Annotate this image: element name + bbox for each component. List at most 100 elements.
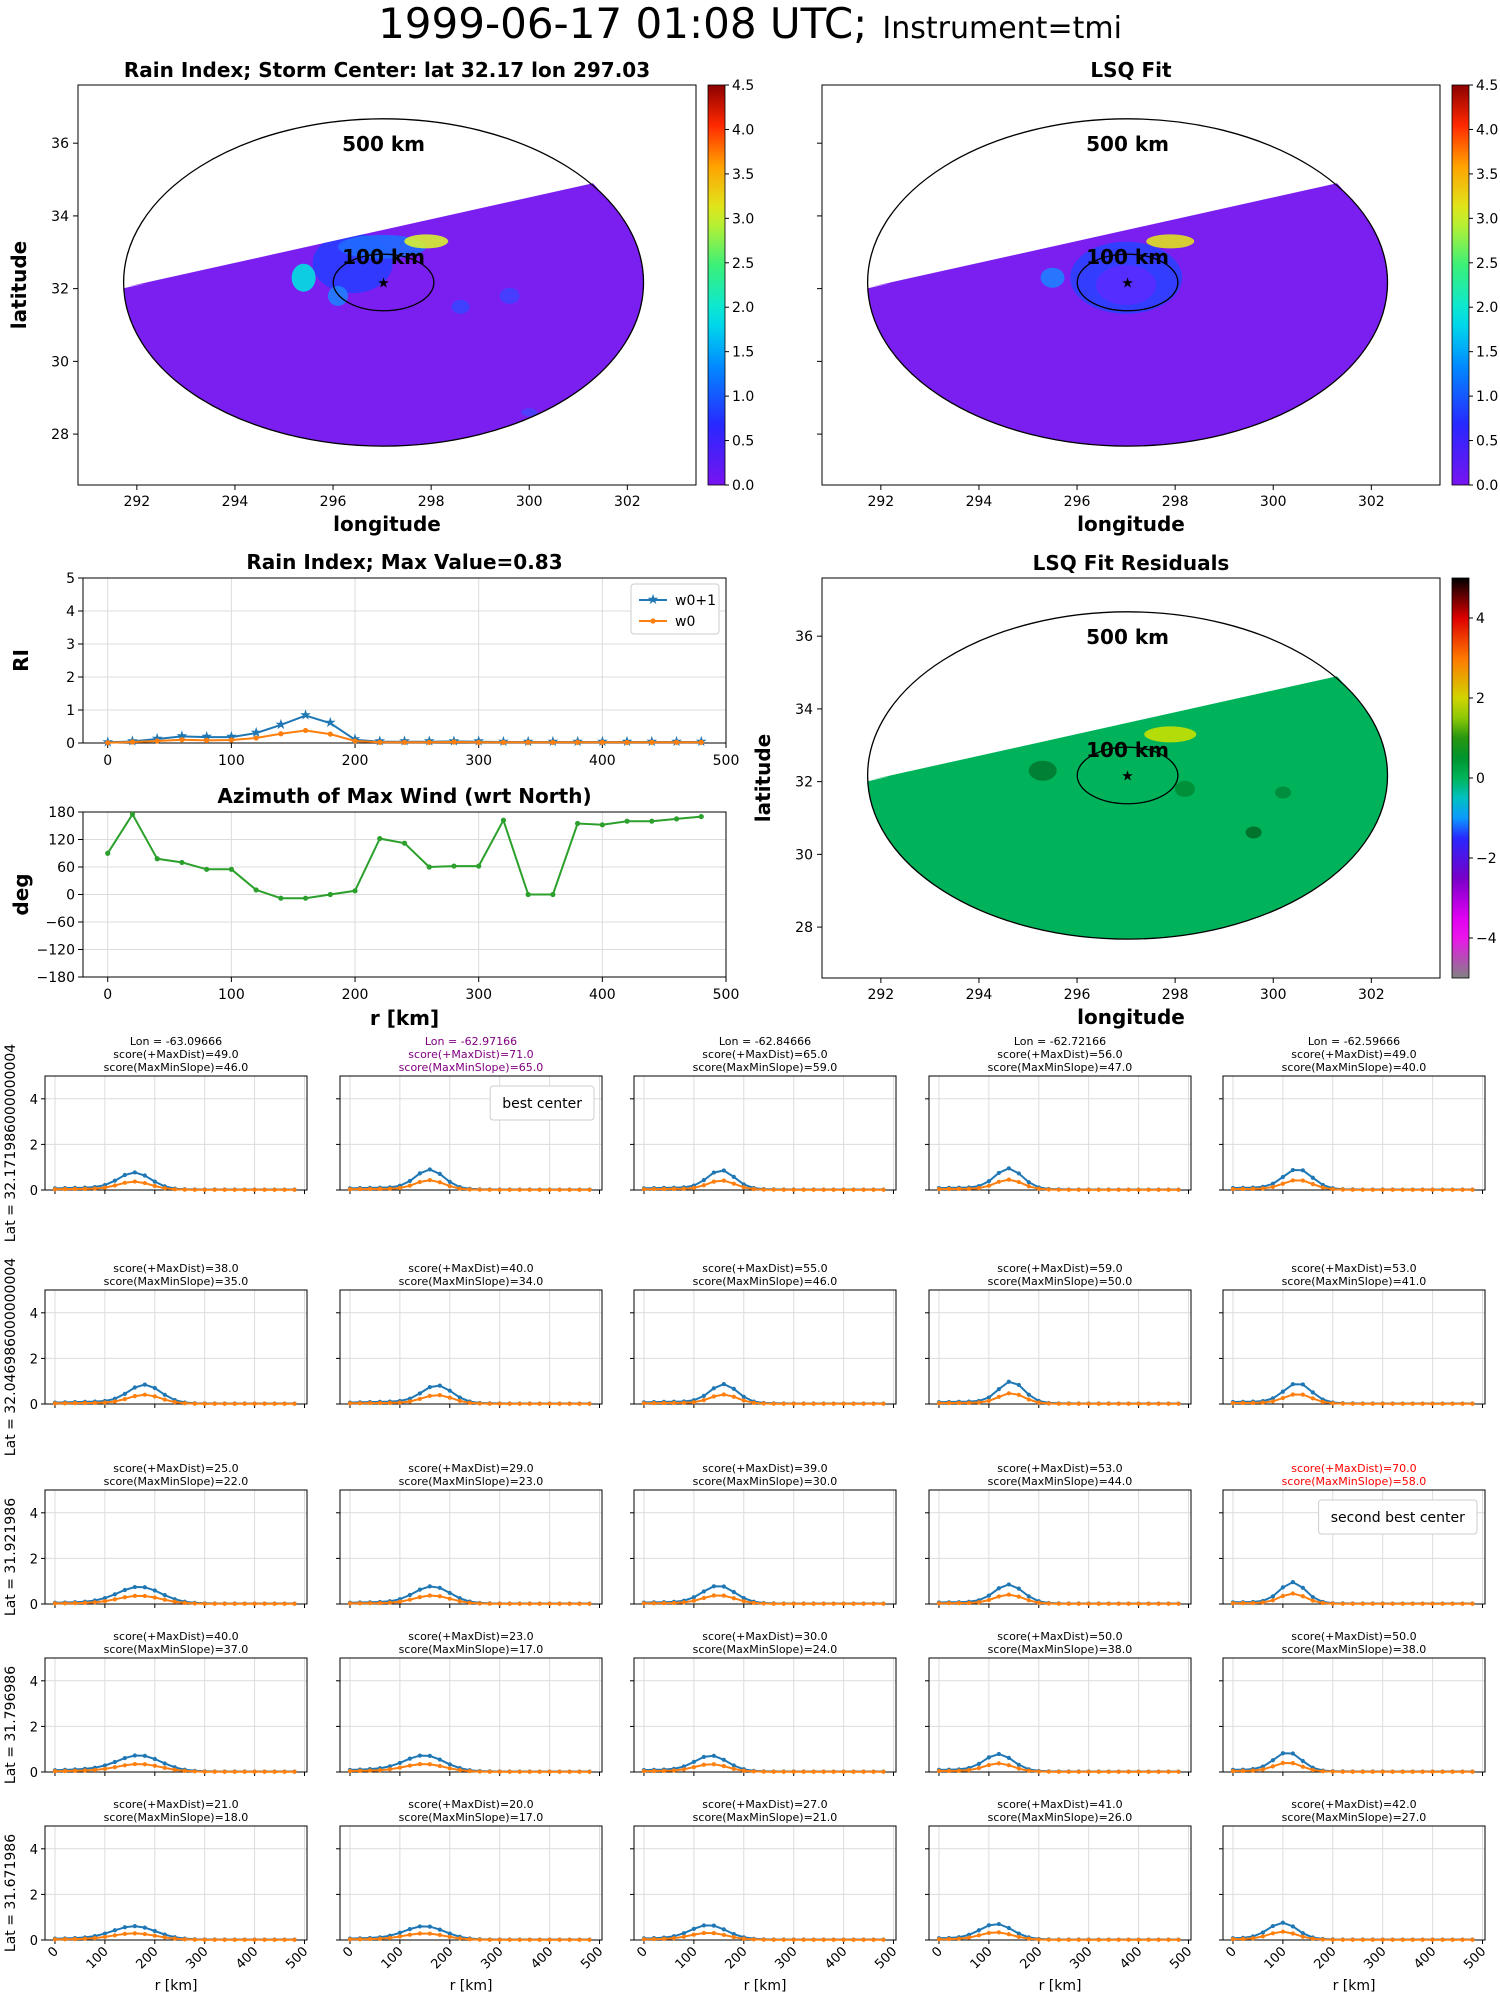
cell-series-point xyxy=(202,1187,207,1192)
cell-series-point xyxy=(557,1401,562,1406)
cell-series-point xyxy=(1360,1937,1365,1942)
cell-series-point xyxy=(1166,1187,1171,1192)
cell-series-point xyxy=(1450,1937,1455,1942)
series-point xyxy=(105,850,111,856)
cell-series-point xyxy=(222,1401,227,1406)
cell-series-point xyxy=(527,1601,532,1606)
cell-series-point xyxy=(741,1768,746,1773)
ring-500km-label: 500 km xyxy=(1086,625,1169,649)
cell-series-point xyxy=(72,1400,78,1406)
cell-series-point xyxy=(152,1756,157,1762)
cell-series-point xyxy=(661,1768,667,1773)
legend: ★ w0+1 w0 xyxy=(630,583,720,635)
cell-series-point xyxy=(956,1601,962,1606)
cell-series-point xyxy=(577,1601,582,1606)
cell-xlabel: r [km] xyxy=(155,1978,198,1994)
cell-series-point xyxy=(1270,1399,1276,1404)
cell-series-point xyxy=(497,1937,502,1942)
cell-series-point xyxy=(477,1937,482,1942)
cell-series-point xyxy=(996,1170,1001,1176)
series-point xyxy=(673,816,680,822)
cell-series-point xyxy=(1036,1186,1041,1191)
cell-series-point xyxy=(52,1937,58,1942)
cell-series-point xyxy=(427,1762,432,1767)
cell-series-point xyxy=(1460,1601,1465,1606)
cell-series-point xyxy=(1290,1924,1295,1929)
cell-series-line xyxy=(1232,1383,1473,1405)
colorbar-tick-label: 4.0 xyxy=(1476,122,1498,138)
cell-xlabel: r [km] xyxy=(744,1978,787,1994)
panel-xlabel: r [km] xyxy=(370,1006,439,1030)
cell-series-point xyxy=(1430,1401,1435,1406)
cell-series-point xyxy=(1410,1401,1415,1406)
cell-series-point xyxy=(457,1596,462,1601)
cell-series-point xyxy=(477,1601,482,1606)
colorbar-tick-label: 4.5 xyxy=(1476,78,1498,94)
cell-series-point xyxy=(357,1401,363,1406)
cell-legend-box xyxy=(489,1085,595,1121)
cell-frame xyxy=(339,1657,603,1773)
cell-series-point xyxy=(517,1601,522,1606)
cell-series-point xyxy=(986,1593,991,1598)
cell-series-point xyxy=(1300,1382,1305,1387)
cell-series-point xyxy=(252,1187,257,1192)
cell-series-point xyxy=(1370,1937,1375,1942)
cell-series-point xyxy=(936,1401,942,1406)
cell-series-point xyxy=(1230,1768,1236,1774)
cell-ytick-label: 2 xyxy=(30,1720,38,1735)
cell-series-point xyxy=(1146,1769,1151,1774)
cell-title-line: score(+MaxDist)=56.0 xyxy=(997,1048,1122,1061)
cell-series-line xyxy=(643,1169,884,1191)
cell-series-point xyxy=(831,1937,836,1942)
map-xtick-label: 292 xyxy=(867,494,894,510)
cell-series-point xyxy=(262,1769,267,1774)
series-point: ★ xyxy=(324,715,337,731)
map-frame xyxy=(821,84,1441,486)
cell-series-point xyxy=(162,1397,167,1402)
cell-series-point xyxy=(142,1180,147,1186)
cell-series-point xyxy=(651,1768,657,1774)
cell-series-point xyxy=(162,1593,167,1598)
cell-series-point xyxy=(1260,1934,1266,1939)
cell-series-line xyxy=(1232,1921,1473,1941)
cell-series-point xyxy=(996,1930,1001,1935)
cell-series-point xyxy=(1156,1187,1161,1192)
cell-series-point xyxy=(1450,1187,1455,1192)
cell-series-point xyxy=(122,1763,127,1768)
map-xtick-label: 292 xyxy=(867,987,894,1003)
cell-series-point xyxy=(397,1765,402,1770)
ytick-label: 3 xyxy=(66,637,75,653)
cell-series-point xyxy=(272,1601,277,1606)
cell-series-point xyxy=(976,1933,982,1938)
series-point xyxy=(253,887,259,893)
cell-series-point xyxy=(1006,1391,1011,1396)
cell-title-line: score(MaxMinSlope)=35.0 xyxy=(104,1275,249,1288)
cell-series-point xyxy=(1240,1400,1246,1406)
cell-series-point xyxy=(252,1769,257,1774)
cell-series-point xyxy=(1086,1401,1091,1406)
ring-500km xyxy=(866,611,1389,940)
cell-series-point xyxy=(162,1935,167,1940)
cell-series-point xyxy=(457,1936,462,1941)
cell-series-point xyxy=(152,1933,157,1938)
cell-frame xyxy=(928,1075,1192,1191)
cell-series-point xyxy=(1430,1601,1435,1606)
cell-series-line xyxy=(1232,1168,1473,1191)
cell-series-point xyxy=(537,1937,542,1942)
cell-xtick-label: 400 xyxy=(1411,1944,1439,1972)
cell-series-point xyxy=(52,1401,58,1406)
cell-series-point xyxy=(347,1401,353,1406)
cell-series-point xyxy=(82,1600,88,1605)
cell-frame xyxy=(928,1289,1192,1405)
cell-series-point xyxy=(282,1769,287,1774)
map-ytick-label: 28 xyxy=(795,920,813,936)
cell-series-point xyxy=(851,1401,856,1406)
cell-series-point xyxy=(387,1764,393,1769)
cell-series-point xyxy=(731,1181,736,1186)
map-ytick-label: 36 xyxy=(51,136,69,152)
series-point xyxy=(302,895,309,901)
ytick-label: −60 xyxy=(45,915,75,931)
cell-series-point xyxy=(417,1587,422,1592)
cell-series-point xyxy=(721,1168,726,1173)
cell-title-line: score(+MaxDist)=39.0 xyxy=(702,1462,827,1475)
